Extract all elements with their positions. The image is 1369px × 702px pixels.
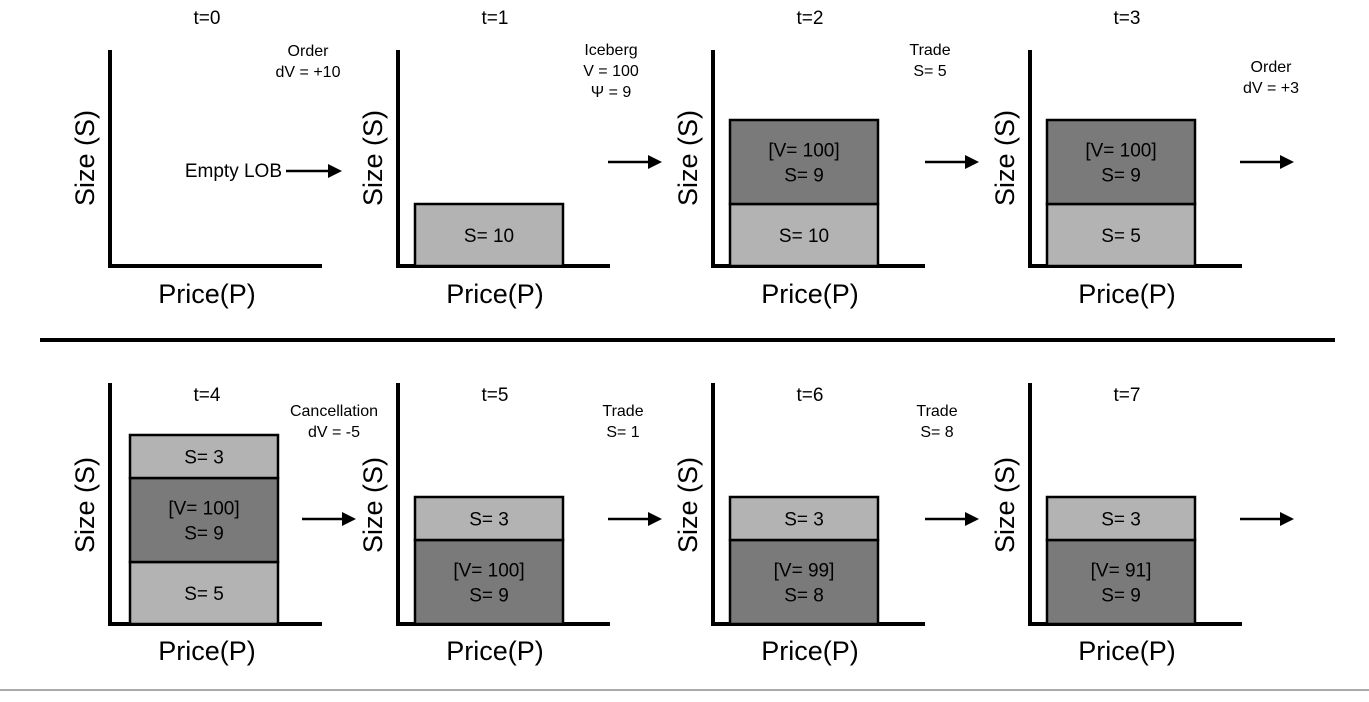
transition-arrow-head-6 bbox=[1280, 512, 1294, 526]
order-block-4-1 bbox=[128, 476, 280, 564]
time-label-5: t=5 bbox=[482, 385, 509, 406]
block-label-7-1-0: S= 3 bbox=[1101, 510, 1141, 531]
block-label-6-0-0: [V= 99] bbox=[774, 561, 835, 582]
event-label-4-0: Cancellation bbox=[290, 403, 378, 420]
x-axis-label-6: Price(P) bbox=[761, 636, 859, 666]
transition-arrow-head-4 bbox=[648, 512, 662, 526]
time-label-4: t=4 bbox=[194, 385, 221, 406]
event-label-2-0: Trade bbox=[909, 42, 950, 59]
x-axis-label-7: Price(P) bbox=[1078, 636, 1176, 666]
block-label-1-0-0: S= 10 bbox=[464, 226, 514, 247]
x-axis-label-2: Price(P) bbox=[761, 279, 859, 309]
y-axis-label-5: Size (S) bbox=[358, 457, 388, 553]
time-label-6: t=6 bbox=[797, 385, 824, 406]
y-axis-label-7: Size (S) bbox=[990, 457, 1020, 553]
x-axis-label-3: Price(P) bbox=[1078, 279, 1176, 309]
time-label-7: t=7 bbox=[1114, 385, 1141, 406]
block-label-4-1-1: S= 9 bbox=[184, 524, 224, 545]
order-block-3-1 bbox=[1045, 118, 1197, 206]
block-label-3-0-0: S= 5 bbox=[1101, 226, 1141, 247]
event-label-3-1: dV = +3 bbox=[1243, 80, 1299, 97]
event-label-6-1: S= 8 bbox=[920, 424, 953, 441]
y-axis-label-0: Size (S) bbox=[70, 110, 100, 206]
transition-arrow-head-2 bbox=[1280, 155, 1294, 169]
block-label-2-1-0: [V= 100] bbox=[768, 141, 839, 162]
block-label-5-1-0: S= 3 bbox=[469, 510, 509, 531]
event-label-1-1: V = 100 bbox=[583, 63, 639, 80]
time-label-0: t=0 bbox=[194, 8, 221, 29]
y-axis-label-1: Size (S) bbox=[358, 110, 388, 206]
y-axis-label-6: Size (S) bbox=[673, 457, 703, 553]
x-axis-label-4: Price(P) bbox=[158, 636, 256, 666]
event-label-3-0: Order bbox=[1251, 59, 1293, 76]
block-label-2-1-1: S= 9 bbox=[784, 166, 824, 187]
event-label-6-0: Trade bbox=[916, 403, 957, 420]
order-block-5-0 bbox=[413, 538, 565, 626]
block-label-4-2-0: S= 3 bbox=[184, 448, 224, 469]
event-label-0-0: Order bbox=[288, 43, 330, 60]
event-label-5-0: Trade bbox=[602, 403, 643, 420]
event-label-4-1: dV = -5 bbox=[308, 424, 360, 441]
order-block-2-1 bbox=[728, 118, 880, 206]
block-label-6-0-1: S= 8 bbox=[784, 586, 824, 607]
transition-arrow-head-0 bbox=[648, 155, 662, 169]
time-label-2: t=2 bbox=[797, 8, 824, 29]
block-label-7-0-0: [V= 91] bbox=[1091, 561, 1152, 582]
block-label-4-1-0: [V= 100] bbox=[168, 499, 239, 520]
y-axis-label-2: Size (S) bbox=[673, 110, 703, 206]
block-label-3-1-1: S= 9 bbox=[1101, 166, 1141, 187]
order-block-7-0 bbox=[1045, 538, 1197, 626]
block-label-7-0-1: S= 9 bbox=[1101, 586, 1141, 607]
event-label-2-1: S= 5 bbox=[913, 63, 946, 80]
x-axis-label-0: Price(P) bbox=[158, 279, 256, 309]
event-label-0-1: dV = +10 bbox=[276, 64, 341, 81]
block-label-6-1-0: S= 3 bbox=[784, 510, 824, 531]
event-label-1-2: Ψ = 9 bbox=[591, 84, 632, 101]
time-label-1: t=1 bbox=[482, 8, 509, 29]
block-label-2-0-0: S= 10 bbox=[779, 226, 829, 247]
y-axis-label-3: Size (S) bbox=[990, 110, 1020, 206]
transition-arrow-head-5 bbox=[965, 512, 979, 526]
block-label-5-0-0: [V= 100] bbox=[453, 561, 524, 582]
x-axis-label-5: Price(P) bbox=[446, 636, 544, 666]
order-block-7-1 bbox=[1045, 495, 1197, 542]
block-label-4-0-0: S= 5 bbox=[184, 584, 224, 605]
panel-axes-0 bbox=[108, 50, 322, 268]
empty-lob-arrow-head bbox=[328, 164, 342, 178]
transition-arrow-head-1 bbox=[965, 155, 979, 169]
order-block-2-0 bbox=[728, 202, 880, 268]
empty-lob-label: Empty LOB bbox=[185, 161, 282, 182]
order-block-1-0 bbox=[413, 202, 565, 268]
event-label-1-0: Iceberg bbox=[584, 42, 637, 59]
y-axis-label-4: Size (S) bbox=[70, 457, 100, 553]
order-block-6-0 bbox=[728, 538, 880, 626]
event-label-5-1: S= 1 bbox=[606, 424, 639, 441]
order-block-5-1 bbox=[413, 495, 565, 542]
block-label-3-1-0: [V= 100] bbox=[1085, 141, 1156, 162]
time-label-3: t=3 bbox=[1114, 8, 1141, 29]
transition-arrow-head-3 bbox=[342, 512, 356, 526]
x-axis-label-1: Price(P) bbox=[446, 279, 544, 309]
order-block-6-1 bbox=[728, 495, 880, 542]
block-label-5-0-1: S= 9 bbox=[469, 586, 509, 607]
order-block-4-2 bbox=[128, 433, 280, 480]
